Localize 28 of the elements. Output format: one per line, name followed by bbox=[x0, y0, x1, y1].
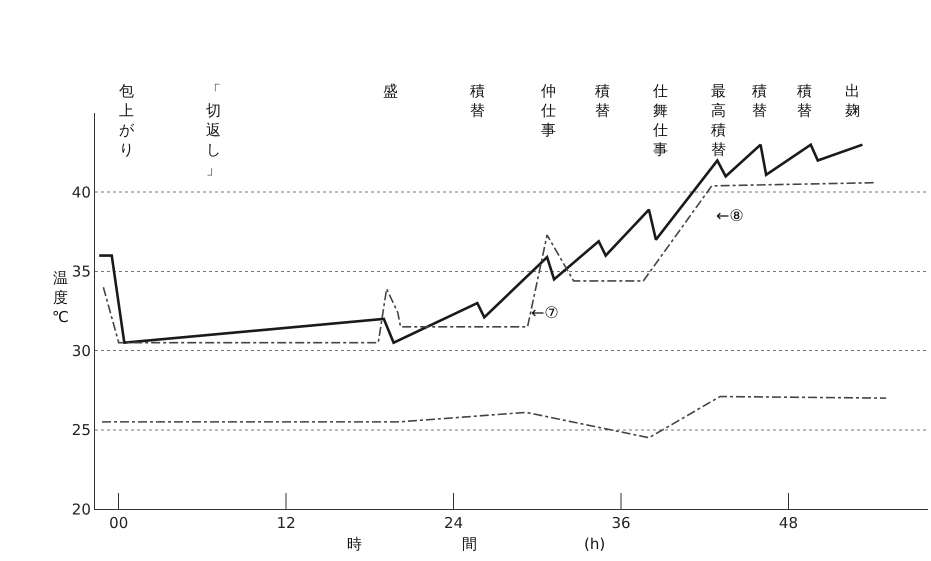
x-tick-label: 24 bbox=[444, 514, 464, 532]
y-axis-title: 温度℃ bbox=[52, 269, 69, 326]
line-series bbox=[102, 182, 876, 344]
annotation: 積替 bbox=[752, 82, 767, 120]
text: 盛 bbox=[383, 82, 398, 100]
annotation: ←⑦ bbox=[531, 303, 559, 322]
annotation: 最高積替 bbox=[711, 82, 726, 158]
text: 時 間 (h) bbox=[347, 535, 606, 553]
annotation: 積替 bbox=[797, 82, 812, 120]
y-tick-label: 40 bbox=[72, 183, 91, 202]
annotation: 包上がり bbox=[119, 82, 135, 158]
annotation: ←⑧ bbox=[716, 206, 744, 225]
x-tick-label: 12 bbox=[276, 514, 296, 532]
annotation: 仕舞仕事 bbox=[652, 82, 668, 158]
line-series bbox=[98, 143, 864, 344]
y-tick-label: 30 bbox=[72, 342, 91, 360]
y-tick-label: 25 bbox=[72, 421, 91, 440]
annotation: 出麹 bbox=[845, 82, 860, 120]
x-tick-label: 00 bbox=[109, 514, 128, 532]
annotation: 「切返し」 bbox=[206, 82, 221, 178]
annotation: 仲仕事 bbox=[540, 82, 556, 139]
y-tick-label: 35 bbox=[72, 262, 91, 281]
annotation: 積替 bbox=[595, 82, 610, 120]
line-series bbox=[101, 396, 887, 439]
x-tick-label: 36 bbox=[611, 514, 631, 532]
y-tick-label: 20 bbox=[72, 500, 91, 518]
annotation: 積替 bbox=[470, 82, 485, 120]
x-tick-label: 48 bbox=[778, 514, 798, 532]
